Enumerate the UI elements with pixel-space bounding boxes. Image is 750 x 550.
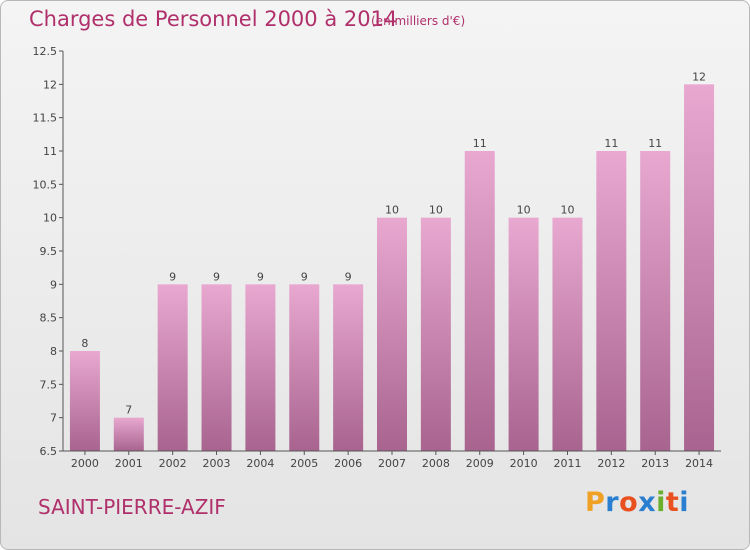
logo-letter: o [619, 487, 639, 518]
bar-2002 [157, 284, 188, 451]
y-tick-label: 11 [43, 145, 57, 158]
y-tick-label: 9 [50, 278, 57, 291]
x-tick-label: 2009 [466, 457, 494, 470]
data-label: 11 [648, 137, 662, 150]
x-tick-label: 2004 [246, 457, 274, 470]
x-tick-label: 2014 [685, 457, 713, 470]
logo-letter: t [665, 487, 680, 518]
y-tick-label: 9.5 [40, 245, 58, 258]
data-label: 11 [473, 137, 487, 150]
bar-2011 [552, 217, 583, 451]
y-tick-label: 6.5 [40, 445, 58, 458]
data-label: 9 [169, 270, 176, 283]
x-tick-label: 2012 [597, 457, 625, 470]
bar-2013 [640, 151, 671, 451]
commune-name: SAINT-PIERRE-AZIF [38, 495, 226, 519]
data-label: 9 [213, 270, 220, 283]
data-label: 9 [345, 270, 352, 283]
bar-2005 [289, 284, 320, 451]
x-tick-label: 2008 [422, 457, 450, 470]
bar-2014 [684, 84, 715, 451]
data-label: 7 [125, 404, 132, 417]
data-label: 12 [692, 70, 706, 83]
bar-2007 [377, 217, 407, 451]
x-tick-label: 2002 [159, 457, 187, 470]
x-tick-label: 2006 [334, 457, 362, 470]
data-label: 10 [560, 204, 574, 217]
data-label: 11 [604, 137, 618, 150]
bar-2004 [245, 284, 276, 451]
data-label: 10 [517, 204, 531, 217]
x-tick-label: 2005 [290, 457, 318, 470]
bar-2003 [201, 284, 232, 451]
x-tick-label: 2013 [641, 457, 669, 470]
proxiti-logo[interactable]: Proxiti [585, 487, 689, 518]
data-label: 9 [301, 270, 308, 283]
data-label: 10 [385, 204, 399, 217]
y-tick-label: 7 [50, 412, 57, 425]
bar-2010 [508, 217, 539, 451]
y-tick-label: 7.5 [40, 378, 58, 391]
logo-letter: i [656, 487, 666, 518]
logo-letter: x [638, 487, 657, 518]
bar-2008 [420, 217, 451, 451]
bar-2006 [333, 284, 364, 451]
y-tick-label: 11.5 [33, 112, 58, 125]
x-tick-label: 2010 [510, 457, 538, 470]
x-tick-label: 2007 [378, 457, 406, 470]
x-tick-label: 2001 [115, 457, 143, 470]
chart-title: Charges de Personnel 2000 à 2014 [29, 7, 398, 31]
chart-subtitle: (en milliers d'€) [371, 14, 466, 28]
y-tick-label: 12.5 [33, 45, 58, 58]
y-tick-label: 10 [43, 212, 57, 225]
bar-2012 [596, 151, 627, 451]
bar-2001 [113, 417, 144, 451]
y-tick-label: 12 [43, 78, 57, 91]
data-label: 8 [81, 337, 88, 350]
y-tick-label: 8 [50, 345, 57, 358]
x-tick-label: 2011 [553, 457, 581, 470]
data-label: 10 [429, 204, 443, 217]
x-tick-label: 2000 [71, 457, 99, 470]
data-label: 9 [257, 270, 264, 283]
logo-letter: i [679, 487, 690, 518]
bar-2000 [69, 351, 100, 451]
logo-letter: r [605, 487, 620, 518]
bar-2009 [464, 151, 495, 451]
logo-letter: P [585, 487, 606, 518]
x-tick-label: 2003 [203, 457, 231, 470]
y-tick-label: 10.5 [33, 178, 58, 191]
y-tick-label: 8.5 [40, 312, 58, 325]
